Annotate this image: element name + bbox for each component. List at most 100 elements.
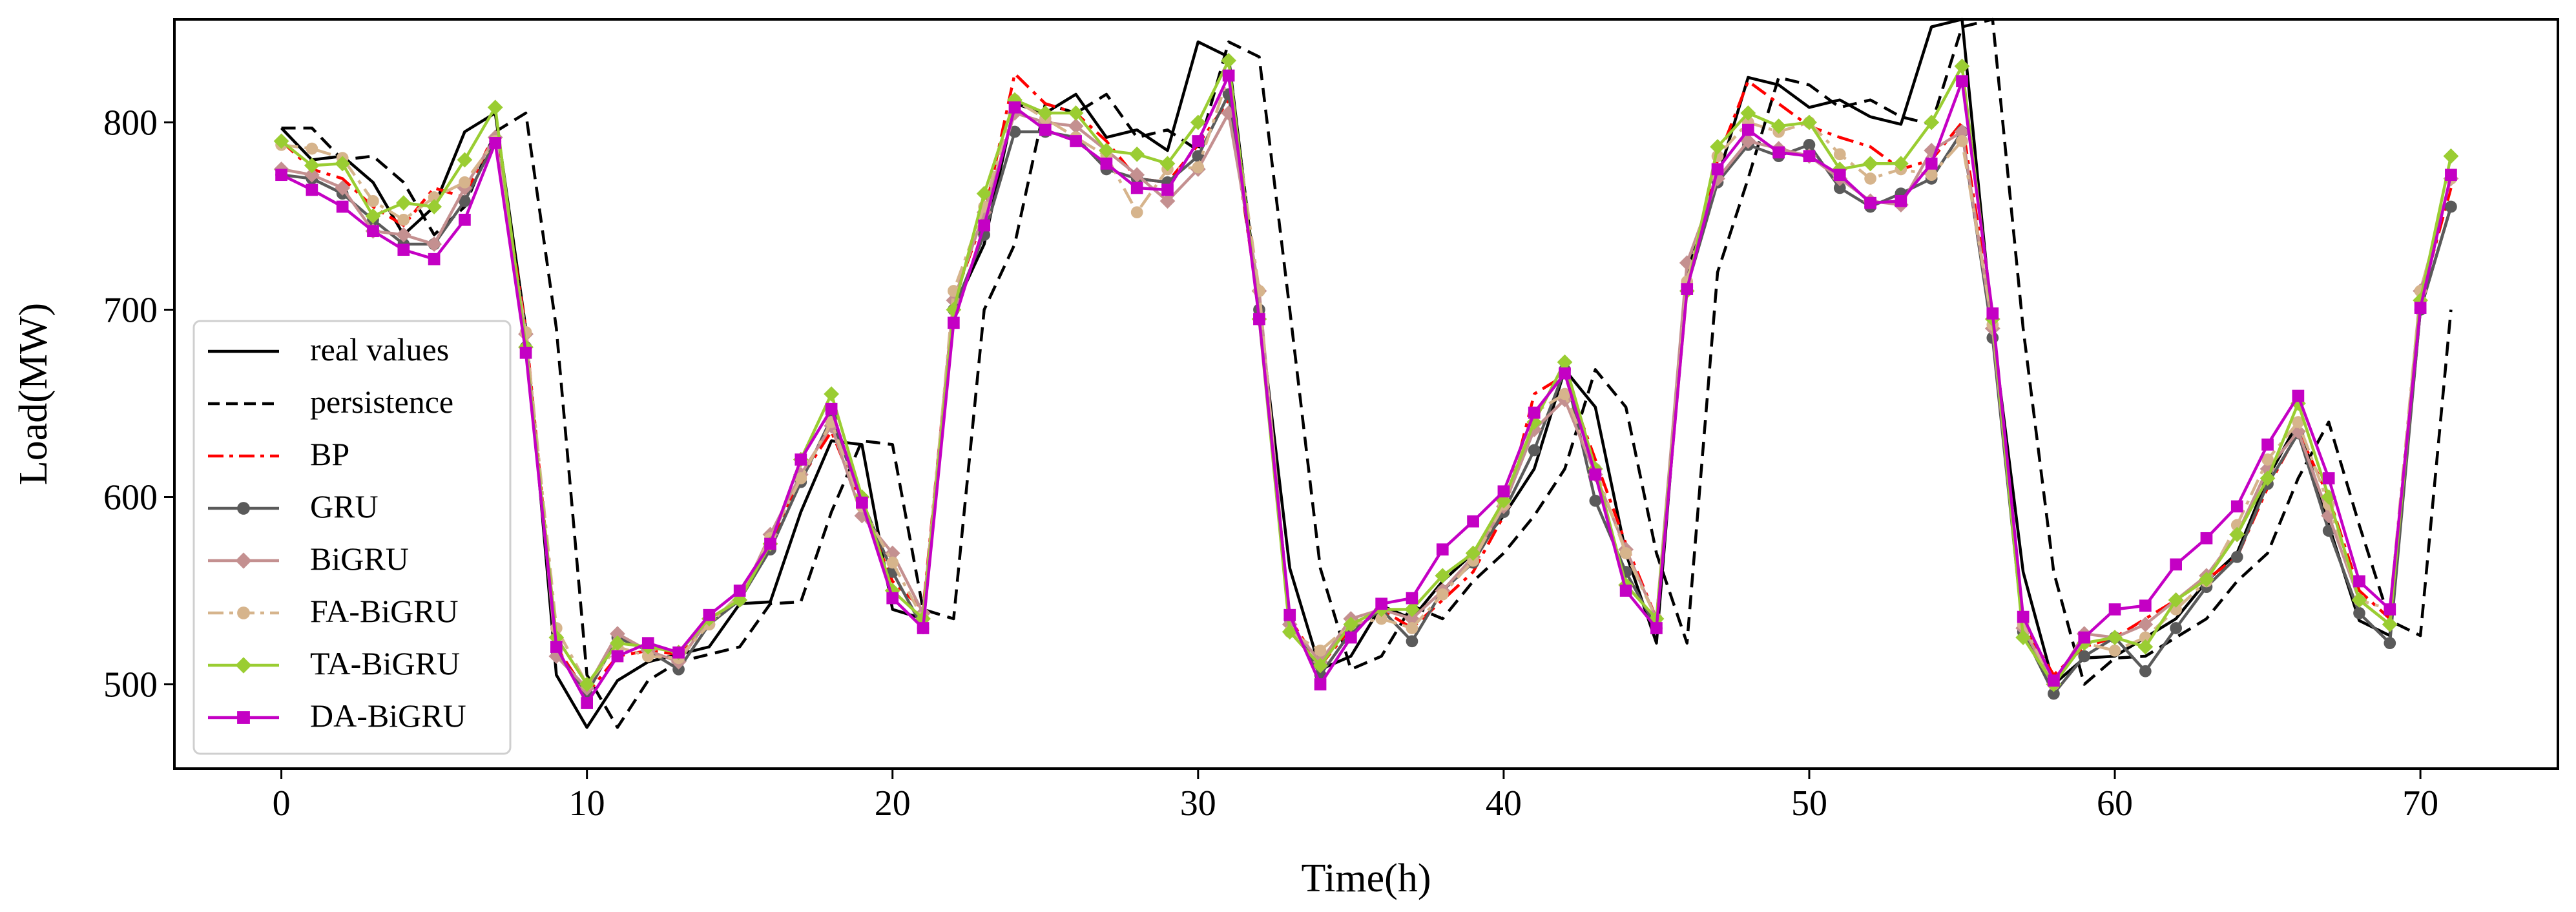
data-point xyxy=(1925,157,1938,170)
data-point xyxy=(1344,631,1357,644)
data-point xyxy=(886,556,899,569)
series-da-bigru xyxy=(275,69,2457,709)
data-point xyxy=(1925,169,1938,181)
legend-label: real values xyxy=(310,331,449,368)
legend-marker xyxy=(237,711,250,724)
data-point xyxy=(2443,148,2459,164)
data-point xyxy=(703,608,716,621)
data-point xyxy=(2107,630,2123,645)
data-point xyxy=(395,195,411,211)
data-point xyxy=(764,537,776,550)
data-point xyxy=(2322,472,2335,484)
data-point xyxy=(1956,75,1968,88)
data-point xyxy=(1222,69,1235,82)
data-point xyxy=(397,213,410,226)
data-point xyxy=(1710,139,1725,155)
data-point xyxy=(1406,635,1418,648)
legend: real values persistence BP GRU BiGRU FA-BiGRU… xyxy=(192,320,512,755)
data-point xyxy=(1681,283,1694,295)
data-point xyxy=(1559,367,1571,380)
x-tick-label: 50 xyxy=(1791,783,1827,824)
data-point xyxy=(610,626,625,642)
data-point xyxy=(1741,123,1754,136)
data-point xyxy=(1436,588,1449,601)
data-point xyxy=(579,676,595,692)
data-point xyxy=(459,194,471,207)
data-point xyxy=(978,219,991,232)
data-point xyxy=(1314,644,1327,657)
data-point xyxy=(2384,603,2396,616)
legend-items: real values persistence BP GRU BiGRU FA-BiGRU… xyxy=(208,331,466,734)
data-point xyxy=(2078,650,2091,663)
data-point xyxy=(550,641,563,653)
y-tick-label: 700 xyxy=(103,291,158,331)
data-point xyxy=(1404,601,1420,617)
data-point xyxy=(641,637,654,650)
data-point xyxy=(2261,438,2274,451)
x-tick-label: 30 xyxy=(1180,783,1216,824)
data-point xyxy=(824,386,840,402)
data-point xyxy=(306,183,318,196)
data-point xyxy=(856,496,868,509)
data-point xyxy=(519,346,532,359)
data-point xyxy=(275,169,287,181)
data-point xyxy=(1803,150,1816,163)
plot-area xyxy=(174,19,2558,769)
x-tick-label: 10 xyxy=(569,783,605,824)
data-point xyxy=(1406,592,1418,605)
data-point xyxy=(2137,616,2154,632)
data-point xyxy=(795,472,807,484)
data-point xyxy=(1589,494,1602,507)
legend-label: GRU xyxy=(310,488,379,524)
legend-label: BP xyxy=(310,436,349,472)
data-point xyxy=(367,225,379,238)
data-point xyxy=(672,646,685,659)
data-point xyxy=(1956,135,1968,147)
series-layer xyxy=(273,17,2459,729)
x-tick-label: 70 xyxy=(2402,783,2438,824)
data-point xyxy=(304,158,320,174)
data-point xyxy=(457,152,473,168)
data-point xyxy=(1008,125,1021,138)
data-point xyxy=(1314,678,1327,690)
data-point xyxy=(1283,608,1296,621)
data-point xyxy=(1404,611,1420,627)
data-point xyxy=(2170,558,2183,571)
data-point xyxy=(2384,637,2396,650)
data-point xyxy=(2170,622,2183,634)
legend-marker xyxy=(235,552,252,569)
data-point xyxy=(1557,354,1573,370)
data-point xyxy=(1803,138,1816,151)
data-point xyxy=(1740,105,1756,121)
data-point xyxy=(1435,568,1451,584)
data-point xyxy=(1740,133,1756,149)
data-point xyxy=(917,622,930,634)
data-point xyxy=(2292,389,2305,402)
data-point xyxy=(1833,181,1846,194)
data-point xyxy=(1192,135,1205,147)
data-point xyxy=(795,453,807,466)
data-point xyxy=(1833,169,1846,181)
data-point xyxy=(1465,545,1481,561)
data-point xyxy=(2230,550,2243,563)
data-point xyxy=(1129,167,1145,183)
data-point xyxy=(1159,156,1176,172)
data-point xyxy=(1221,105,1237,121)
y-tick-label: 800 xyxy=(103,103,158,143)
data-point xyxy=(976,185,992,202)
data-point xyxy=(2353,575,2365,588)
data-point xyxy=(459,213,471,226)
data-point xyxy=(1954,58,1970,74)
data-point xyxy=(733,585,746,597)
legend-item: FA-BiGRU xyxy=(208,593,459,629)
data-point xyxy=(426,236,442,252)
data-point xyxy=(1008,101,1021,114)
data-point xyxy=(2261,453,2274,466)
data-point xyxy=(1282,624,1298,640)
data-point xyxy=(1802,114,1817,130)
data-point xyxy=(397,244,410,256)
legend-item: persistence xyxy=(208,384,453,420)
data-point xyxy=(1924,114,1940,130)
legend-label: TA-BiGRU xyxy=(310,645,460,681)
